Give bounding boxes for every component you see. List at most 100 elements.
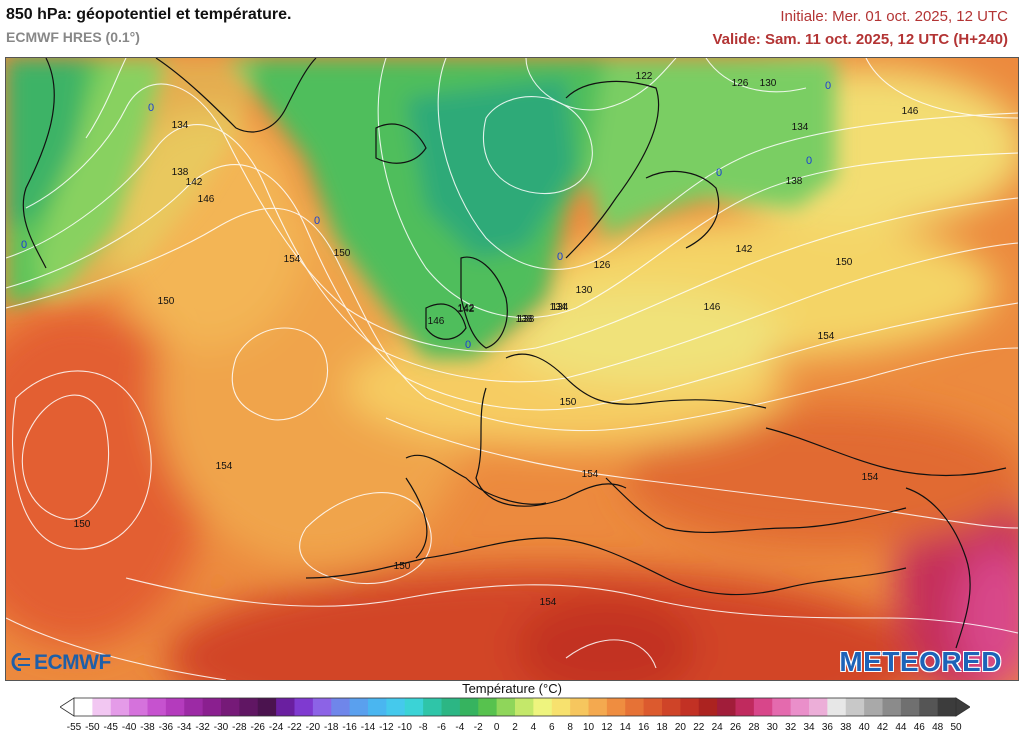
colorbar-tick-label: -8 [418, 722, 428, 733]
colorbar-swatch [239, 698, 259, 716]
colorbar-swatch [459, 698, 479, 716]
colorbar-tick-label: 46 [913, 722, 925, 733]
colorbar-swatch [312, 698, 332, 716]
frost-label: 0 [314, 215, 320, 227]
colorbar-tick-label: 20 [674, 722, 686, 733]
colorbar-swatch [809, 698, 828, 716]
colorbar-tick-label: 44 [895, 722, 907, 733]
colorbar-swatch [478, 698, 498, 716]
colorbar-tick-label: 14 [619, 722, 631, 733]
contour-label: 154 [862, 472, 879, 483]
contour-label: 146 [704, 302, 721, 313]
colorbar-tick-label: 48 [932, 722, 944, 733]
colorbar-swatch [331, 698, 351, 716]
colorbar-tick-label: -32 [195, 722, 210, 733]
contour-label: 130 [576, 285, 593, 296]
contour-label: 154 [818, 331, 835, 342]
colorbar-ticks: -55 -50 -45 -40 -38 -36 -34 -32 -30 -28 -26 -24 -22-… [60, 722, 970, 736]
colorbar-swatch [882, 698, 902, 716]
valid-time: Valide: Sam. 11 oct. 2025, 12 UTC (H+240… [712, 31, 1008, 48]
colorbar-swatch [92, 698, 112, 716]
contour-label: 150 [74, 519, 91, 530]
contour-label: 122 [636, 71, 653, 82]
contour-label: 142 [458, 303, 475, 314]
contour-label: 142 [186, 177, 203, 188]
colorbar-tick-label: 24 [711, 722, 723, 733]
colorbar-swatch [900, 698, 920, 716]
frost-label: 0 [21, 239, 27, 251]
colorbar-swatch [533, 698, 553, 716]
contour-label: 154 [582, 469, 599, 480]
colorbar-arrow-low [60, 697, 75, 717]
colorbar-swatch [147, 698, 167, 716]
colorbar-swatch [827, 698, 847, 716]
colorbar-swatch [257, 698, 277, 716]
contour-label: 146 [902, 106, 919, 117]
colorbar-swatch [790, 698, 810, 716]
colorbar-tick-label: -34 [177, 722, 192, 733]
colorbar-swatch [129, 698, 148, 716]
colorbar-tick-label: 32 [785, 722, 797, 733]
colorbar-swatch [404, 698, 424, 716]
colorbar-tick-label: 22 [693, 722, 705, 733]
colorbar-tick-label: -40 [121, 722, 137, 733]
colorbar-swatch [423, 698, 442, 716]
frost-label: 0 [806, 155, 812, 167]
colorbar-swatch [919, 698, 939, 716]
contour-label: 134 [172, 120, 189, 131]
colorbar-tick-label: 4 [530, 722, 537, 733]
colorbar-tick-label: -18 [324, 722, 339, 733]
contour-label: 154 [540, 597, 557, 608]
colorbar-tick-label: -36 [158, 722, 174, 733]
geopotential-contours [6, 58, 1018, 680]
colorbar-swatch [74, 698, 93, 716]
ecmwf-logo-text: ECMWF [34, 651, 111, 674]
contour-label: 154 [216, 461, 233, 472]
colorbar-tick-label: -2 [473, 722, 483, 733]
colorbar-frame [73, 697, 957, 717]
colorbar-tick-label: -24 [268, 722, 284, 733]
meteored-logo: METEORED [839, 646, 1002, 677]
colorbar-swatch [753, 698, 773, 716]
header-right: Initiale: Mer. 01 oct. 2025, 12 UTC Vali… [712, 8, 1008, 48]
header-left: 850 hPa: géopotentiel et température. EC… [6, 6, 291, 45]
colorbar-tick-label: -10 [397, 722, 412, 733]
colorbar-tick-label: -4 [455, 722, 465, 733]
colorbar-tick-label: 0 [493, 722, 500, 733]
colorbar-tick-label: -20 [305, 722, 321, 733]
contour-label: 126 [732, 78, 749, 89]
colorbar-swatch [276, 698, 295, 716]
init-time: Initiale: Mer. 01 oct. 2025, 12 UTC [780, 8, 1008, 25]
temperature-colorbar [60, 697, 970, 717]
contour-label: 154 [284, 254, 301, 265]
contour-label: 134 [792, 122, 809, 133]
colorbar-tick-label: 30 [766, 722, 778, 733]
contour-label: 126 [594, 260, 611, 271]
contour-label: 138 [172, 167, 189, 178]
colorbar-swatch [937, 698, 957, 716]
contour-label: 150 [158, 296, 175, 307]
ecmwf-logo: ECMWF [10, 651, 111, 675]
colorbar-swatch [110, 698, 130, 716]
colorbar-tick-label: 12 [601, 722, 613, 733]
colorbar-tick-label: 34 [803, 722, 815, 733]
temperature-field [6, 58, 1018, 680]
contour-label: 134 [552, 302, 569, 313]
colorbar-swatch [184, 698, 204, 716]
colorbar-tick-label: 38 [840, 722, 852, 733]
colorbar-tick-label: 28 [748, 722, 760, 733]
colorbar-swatch [386, 698, 406, 716]
colorbar-swatch [349, 698, 369, 716]
colorbar-tick-label: 40 [858, 722, 870, 733]
colorbar-tick-label: 2 [512, 722, 518, 733]
colorbar-tick-label: -14 [360, 722, 376, 733]
contour-label: 150 [334, 248, 351, 259]
colorbar-tick-label: 10 [582, 722, 595, 733]
contour-label: 150 [560, 397, 577, 408]
weather-map[interactable]: 122 126 130 134 138 142 146 150 154 134 … [5, 57, 1019, 681]
model-label: ECMWF HRES (0.1°) [6, 29, 140, 45]
contour-label: 150 [394, 561, 411, 572]
colorbar-swatch [551, 698, 571, 716]
legend-title: Température (°C) [462, 681, 562, 696]
colorbar-swatch [368, 698, 387, 716]
